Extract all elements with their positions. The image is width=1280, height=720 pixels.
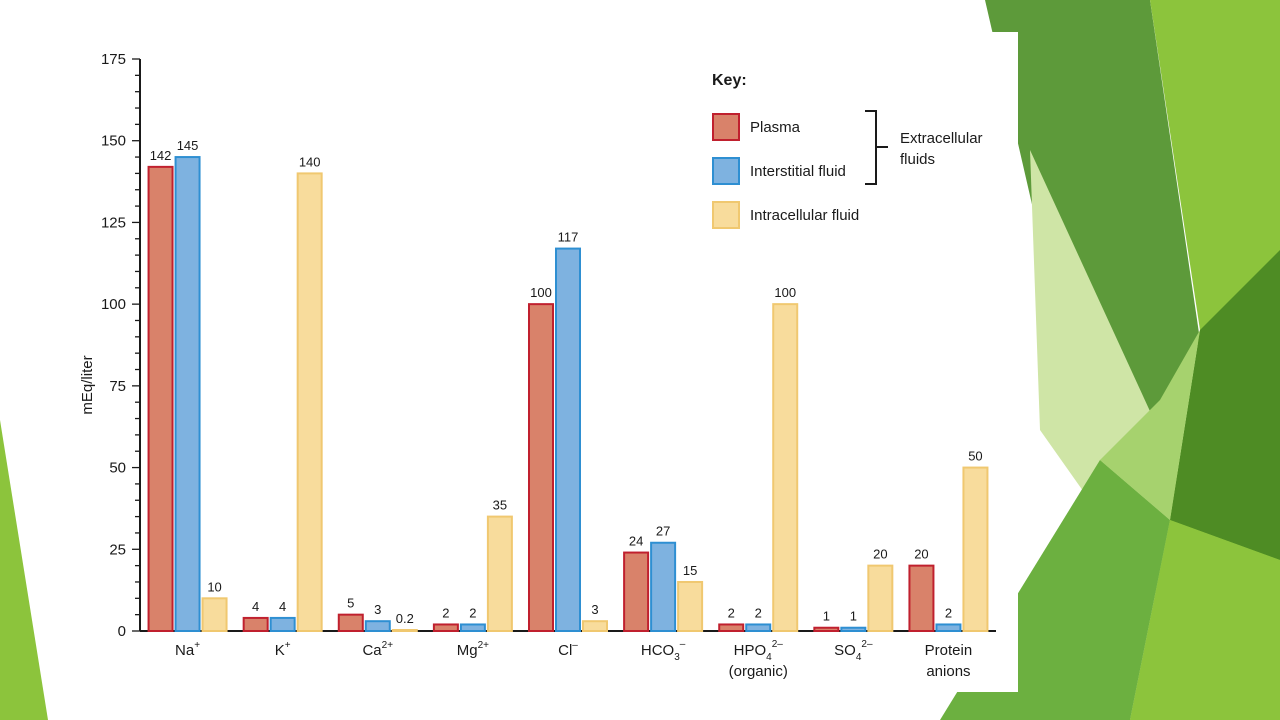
x-tick-label: Protein: [925, 642, 973, 659]
x-tick-label: SO42–: [834, 639, 873, 663]
bar-plasma: [337, 613, 364, 633]
data-label-intracellular: 140: [299, 154, 321, 169]
dark-green-facet: [1170, 250, 1280, 560]
y-tick-label: 125: [101, 214, 126, 231]
bar-plasma: [147, 165, 174, 632]
bar-intracellular: [296, 172, 323, 632]
legend-bracket: [865, 110, 888, 185]
bar-plasma: [718, 623, 745, 632]
data-label-plasma: 24: [629, 534, 643, 549]
legend-label-plasma: Plasma: [750, 119, 801, 136]
bar-interstitial: [269, 616, 296, 633]
pale-green-facet: [1100, 330, 1200, 520]
data-label-intracellular: 35: [493, 498, 507, 513]
data-label-interstitial: 2: [755, 605, 762, 620]
data-label-intracellular: 20: [873, 547, 887, 562]
y-tick-label: 175: [101, 51, 126, 68]
data-label-plasma: 20: [914, 547, 928, 562]
data-label-interstitial: 2: [469, 605, 476, 620]
data-label-interstitial: 145: [177, 138, 199, 153]
bar-intracellular: [772, 303, 799, 632]
top-dark-green-band: [985, 0, 1200, 500]
legend-group-label: Extracellular: [900, 130, 983, 147]
x-tick-label: Mg2+: [457, 640, 489, 659]
bar-interstitial: [174, 156, 201, 633]
x-tick-label: HCO3–: [641, 639, 686, 663]
data-label-plasma: 2: [442, 605, 449, 620]
lower-right-facet: [1130, 520, 1280, 720]
data-label-interstitial: 2: [945, 605, 952, 620]
y-tick-label: 25: [109, 541, 126, 558]
bar-intracellular: [582, 620, 608, 632]
data-label-plasma: 5: [347, 596, 354, 611]
bar-interstitial: [459, 623, 486, 632]
x-tick-label: K+: [275, 640, 291, 659]
bar-intracellular: [201, 597, 228, 632]
legend-title: Key:: [712, 72, 747, 89]
data-label-interstitial: 4: [279, 599, 286, 614]
bar-intracellular: [677, 580, 704, 633]
data-label-plasma: 4: [252, 599, 259, 614]
bar-interstitial: [364, 620, 391, 632]
legend: Key: Plasma Interstitial fluid Intracellula…: [712, 72, 983, 229]
data-label-intracellular: 3: [591, 602, 598, 617]
bar-interstitial: [745, 623, 772, 632]
x-tick-label: Na+: [175, 640, 200, 659]
legend-label-intracellular: Intracellular fluid: [750, 207, 859, 224]
y-tick-label: 100: [101, 296, 126, 313]
data-label-intracellular: 100: [774, 285, 796, 300]
data-label-plasma: 1: [823, 609, 830, 624]
legend-group-label: fluids: [900, 151, 935, 168]
bar-plasma: [432, 623, 459, 632]
y-tick-label: 50: [109, 460, 126, 477]
bar-intracellular: [867, 564, 894, 633]
bar-intracellular: [391, 629, 418, 632]
legend-swatch-interstitial: [712, 157, 740, 185]
data-label-interstitial: 3: [374, 602, 381, 617]
bar-interstitial: [935, 623, 962, 632]
bar-plasma: [908, 564, 935, 633]
bar-plasma: [813, 626, 840, 633]
data-label-plasma: 100: [530, 285, 552, 300]
data-label-intracellular: 50: [968, 449, 982, 464]
x-tick-label-line2: anions: [926, 663, 970, 680]
data-label-interstitial: 117: [558, 230, 579, 245]
bar-plasma: [623, 551, 650, 632]
bar-intracellular: [962, 466, 989, 633]
y-tick-label: 0: [118, 623, 126, 640]
data-label-plasma: 142: [150, 148, 172, 163]
data-label-intracellular: 10: [207, 579, 221, 594]
legend-label-interstitial: Interstitial fluid: [750, 163, 846, 180]
data-label-intracellular: 15: [683, 563, 697, 578]
legend-swatch-intracellular: [712, 201, 740, 229]
bar-plasma: [528, 303, 554, 632]
data-label-plasma: 2: [728, 605, 735, 620]
bar-intracellular: [486, 515, 513, 632]
data-label-interstitial: 27: [656, 524, 670, 539]
left-green-stripe: [0, 420, 48, 720]
x-tick-label: HPO42–: [734, 639, 784, 663]
bar-plasma: [242, 616, 269, 633]
bar-interstitial: [840, 626, 867, 633]
data-label-interstitial: 1: [850, 609, 857, 624]
y-tick-label: 150: [101, 133, 126, 150]
x-tick-label-line2: (organic): [729, 663, 788, 680]
data-label-intracellular: 0.2: [396, 611, 414, 626]
x-tick-label: Ca2+: [362, 640, 393, 659]
legend-swatch-plasma: [712, 113, 740, 141]
bar-interstitial: [650, 541, 677, 633]
y-tick-label: 75: [109, 378, 126, 395]
y-axis-label: mEq/liter: [79, 355, 96, 414]
bar-interstitial: [555, 247, 581, 632]
x-tick-label: Cl–: [558, 640, 578, 659]
